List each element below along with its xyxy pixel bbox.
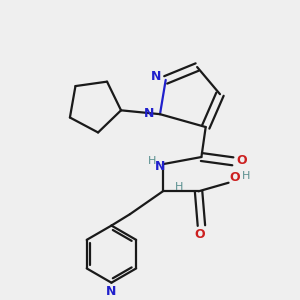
Text: N: N [151, 70, 161, 83]
Text: H: H [174, 182, 183, 192]
Text: O: O [237, 154, 247, 167]
Text: H: H [242, 171, 250, 181]
Text: N: N [155, 160, 165, 173]
Text: N: N [143, 106, 154, 119]
Text: H: H [148, 156, 156, 166]
Text: O: O [229, 170, 240, 184]
Text: O: O [195, 228, 205, 241]
Text: N: N [106, 285, 117, 298]
